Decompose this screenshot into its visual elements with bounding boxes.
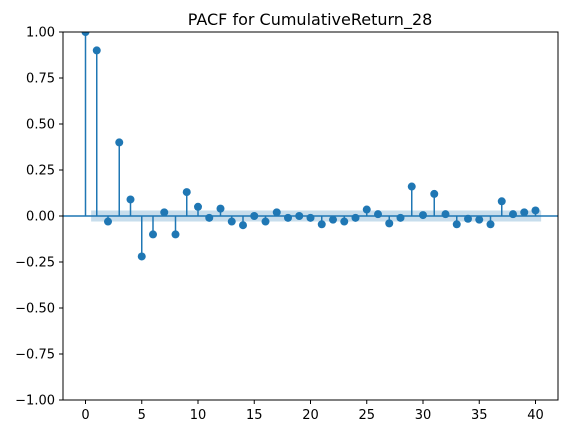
- pacf-point-lag-37: [497, 197, 506, 206]
- pacf-point-lag-8: [171, 230, 180, 239]
- pacf-point-lag-18: [284, 213, 292, 222]
- x-tick-label-40: 40: [527, 408, 544, 423]
- pacf-point-lag-17: [272, 208, 281, 217]
- axes: 0 5 10 15 20 25 30 35 40 1.00 0.75 0.50 0.25 0.00 −0.2…: [15, 26, 559, 423]
- x-tick-label-10: 10: [190, 408, 207, 423]
- y-tick-label-0: 1.00: [26, 26, 55, 41]
- y-tick-label-6: −0.50: [15, 302, 55, 317]
- pacf-point-lag-38: [509, 210, 517, 219]
- pacf-point-lag-23: [340, 217, 349, 226]
- pacf-point-lag-28: [396, 213, 405, 222]
- pacf-point-lag-7: [160, 208, 169, 217]
- pacf-point-lag-10: [194, 202, 202, 211]
- pacf-point-lag-36: [486, 220, 495, 229]
- pacf-point-lag-15: [250, 212, 259, 220]
- pacf-point-lag-3: [115, 138, 124, 147]
- y-tick-label-5: −0.25: [15, 256, 55, 271]
- pacf-point-lag-31: [430, 189, 439, 198]
- pacf-point-lag-33: [452, 220, 461, 229]
- y-tick-label-2: 0.50: [26, 118, 55, 133]
- x-tick-label-25: 25: [358, 408, 375, 423]
- x-tick-label-0: 0: [81, 408, 89, 423]
- y-tick-label-3: 0.25: [26, 164, 55, 179]
- pacf-point-lag-19: [295, 212, 304, 220]
- pacf-point-lag-0: [81, 32, 90, 36]
- y-tick-label-8: −1.00: [15, 394, 55, 409]
- pacf-point-lag-13: [227, 217, 236, 226]
- pacf-point-lag-20: [306, 213, 315, 222]
- pacf-point-lag-26: [374, 210, 382, 219]
- x-tick-label-15: 15: [246, 408, 263, 423]
- x-tick-label-5: 5: [138, 408, 146, 423]
- pacf-point-lag-32: [441, 210, 450, 219]
- pacf-point-lag-14: [239, 221, 247, 230]
- pacf-point-lag-21: [317, 220, 326, 229]
- pacf-point-lag-34: [464, 214, 472, 223]
- pacf-point-lag-5: [137, 252, 146, 261]
- pacf-point-lag-12: [216, 204, 225, 213]
- y-tick-label-4: 0.00: [26, 210, 55, 225]
- pacf-point-lag-29: [407, 182, 416, 191]
- pacf-point-lag-6: [149, 230, 157, 239]
- pacf-point-lag-40: [531, 206, 540, 215]
- pacf-point-lag-16: [261, 217, 270, 226]
- plot-inner: [63, 32, 558, 261]
- plot-area: [63, 32, 558, 261]
- pacf-point-lag-30: [419, 211, 427, 220]
- pacf-point-lag-25: [362, 205, 371, 214]
- chart-title: PACF for CumulativeReturn_28: [188, 10, 433, 30]
- pacf-point-lag-27: [385, 219, 394, 228]
- pacf-point-lag-4: [126, 195, 135, 204]
- y-tick-label-7: −0.75: [15, 348, 55, 363]
- pacf-point-lag-11: [205, 213, 214, 222]
- pacf-point-lag-1: [92, 46, 101, 55]
- x-tick-label-20: 20: [302, 408, 319, 423]
- x-tick-label-35: 35: [471, 408, 488, 423]
- pacf-point-lag-22: [329, 215, 337, 224]
- pacf-point-lag-2: [104, 217, 112, 226]
- y-tick-label-1: 0.75: [26, 72, 55, 87]
- x-tick-label-30: 30: [415, 408, 432, 423]
- pacf-point-lag-35: [475, 215, 484, 224]
- pacf-point-lag-39: [520, 208, 529, 217]
- pacf-point-lag-9: [182, 188, 191, 197]
- pacf-point-lag-24: [351, 213, 360, 222]
